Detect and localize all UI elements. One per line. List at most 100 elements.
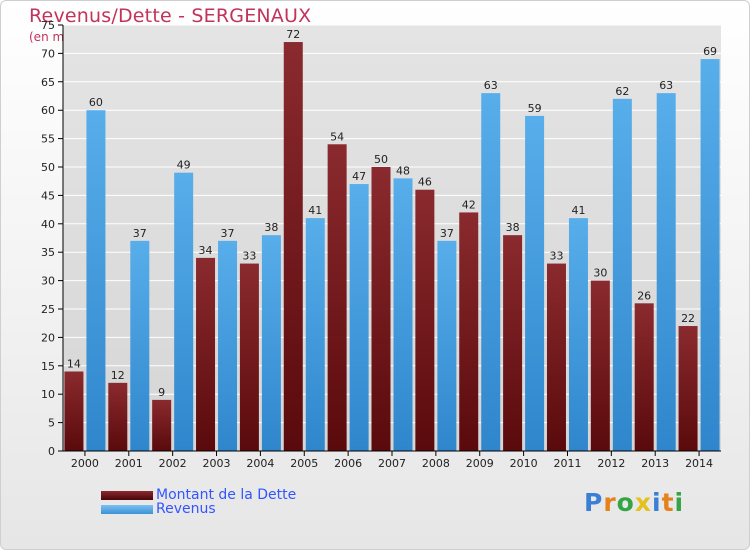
y-tick-label: 20 [41, 331, 55, 344]
logo-letter: r [603, 488, 617, 517]
y-tick-label: 25 [41, 303, 55, 316]
x-tick-label: 2013 [641, 457, 669, 470]
bar-debt [371, 167, 391, 451]
bar-revenue [174, 172, 194, 451]
data-label-revenue: 63 [484, 79, 498, 92]
x-tick-label: 2007 [378, 457, 406, 470]
bar-debt [152, 399, 172, 451]
data-label-revenue: 60 [89, 96, 103, 109]
data-label-revenue: 49 [177, 159, 191, 172]
bar-revenue [525, 115, 545, 451]
y-tick-label: 40 [41, 218, 55, 231]
y-tick-label: 35 [41, 246, 55, 259]
bar-debt [108, 382, 128, 451]
x-tick-label: 2003 [203, 457, 231, 470]
y-tick-label: 65 [41, 76, 55, 89]
x-tick-label: 2012 [597, 457, 625, 470]
data-label-debt: 38 [506, 221, 520, 234]
y-tick-label: 10 [41, 388, 55, 401]
data-label-debt: 54 [330, 130, 344, 143]
legend-label-debt: Montant de la Dette [156, 487, 297, 503]
bar-revenue [437, 240, 457, 451]
legend-label-revenue: Revenus [156, 501, 216, 517]
logo-letter: P [584, 488, 604, 517]
data-label-revenue: 38 [264, 221, 278, 234]
y-tick-label: 70 [41, 47, 55, 60]
bar-debt [283, 42, 303, 451]
y-tick-label: 5 [48, 417, 55, 430]
bar-debt [590, 280, 610, 451]
y-tick-label: 60 [41, 104, 55, 117]
x-tick-label: 2004 [246, 457, 274, 470]
data-label-debt: 50 [374, 153, 388, 166]
y-tick-label: 0 [48, 445, 55, 458]
data-label-debt: 30 [593, 267, 607, 280]
y-tick-label: 50 [41, 161, 55, 174]
data-label-revenue: 37 [133, 227, 147, 240]
proxiti-logo: Proxiti [584, 488, 684, 517]
data-label-revenue: 63 [659, 79, 673, 92]
plot-area [63, 25, 721, 451]
bar-debt [634, 303, 654, 451]
data-label-revenue: 48 [396, 164, 410, 177]
bar-revenue [656, 93, 676, 451]
data-label-debt: 72 [286, 28, 300, 41]
bar-revenue [393, 178, 413, 452]
bar-revenue [218, 240, 238, 451]
bar-revenue [86, 110, 106, 451]
data-label-debt: 46 [418, 176, 432, 189]
y-tick-label: 30 [41, 275, 55, 288]
y-tick-label: 15 [41, 360, 55, 373]
x-tick-label: 2002 [159, 457, 187, 470]
x-tick-label: 2011 [553, 457, 581, 470]
y-tick-label: 55 [41, 133, 55, 146]
data-label-debt: 12 [111, 369, 125, 382]
y-tick-label: 75 [41, 19, 55, 32]
data-label-debt: 34 [199, 244, 213, 257]
data-label-debt: 42 [462, 198, 476, 211]
data-label-debt: 33 [549, 250, 563, 263]
bar-debt [415, 189, 435, 451]
x-tick-label: 2010 [510, 457, 538, 470]
legend-swatch-revenue [101, 505, 153, 514]
logo-letter: x [634, 488, 652, 517]
y-tick-label: 45 [41, 189, 55, 202]
bar-debt [503, 235, 523, 451]
bar-debt [546, 263, 566, 451]
data-label-debt: 33 [242, 250, 256, 263]
data-label-debt: 22 [681, 312, 695, 325]
data-label-revenue: 41 [571, 204, 585, 217]
logo-letter: i [652, 488, 662, 517]
data-label-debt: 14 [67, 357, 81, 370]
data-label-revenue: 59 [528, 102, 542, 115]
bar-debt [327, 144, 347, 451]
legend-swatch-debt [101, 491, 153, 500]
bar-revenue [481, 93, 501, 451]
bar-debt [64, 371, 84, 451]
bar-revenue [612, 98, 632, 451]
bar-revenue [700, 59, 720, 452]
data-label-revenue: 47 [352, 170, 366, 183]
data-label-revenue: 62 [615, 85, 629, 98]
x-tick-label: 2000 [71, 457, 99, 470]
data-label-debt: 26 [637, 289, 651, 302]
bar-debt [239, 263, 259, 451]
bar-revenue [568, 218, 588, 451]
bar-revenue [305, 218, 325, 451]
bar-debt [678, 326, 698, 451]
logo-letter: i [674, 488, 685, 517]
x-tick-label: 2005 [290, 457, 318, 470]
chart-title: Revenus/Dette - SERGENAUX [29, 5, 312, 27]
bar-debt [459, 212, 479, 451]
x-tick-label: 2009 [466, 457, 494, 470]
bar-revenue [261, 235, 281, 451]
x-tick-label: 2014 [685, 457, 713, 470]
bar-revenue [349, 184, 369, 452]
bar-revenue [130, 240, 150, 451]
x-tick-label: 2008 [422, 457, 450, 470]
data-label-revenue: 37 [440, 227, 454, 240]
data-label-revenue: 69 [703, 45, 717, 58]
logo-letter: o [616, 488, 635, 517]
